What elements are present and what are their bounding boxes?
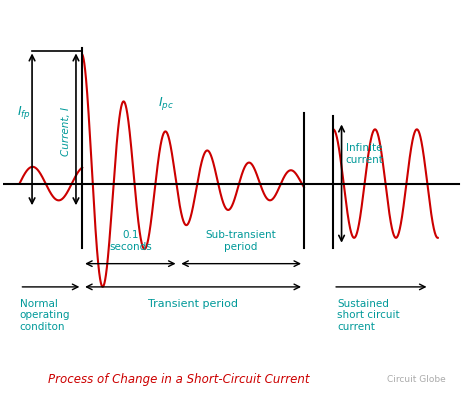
Text: Sustained
short circuit
current: Sustained short circuit current [337, 299, 400, 332]
Text: $I_{fp}$: $I_{fp}$ [17, 104, 31, 121]
Text: Sub-transient
period: Sub-transient period [206, 230, 276, 252]
Text: Transient period: Transient period [148, 299, 238, 309]
Text: Infinite
current: Infinite current [346, 143, 383, 165]
Text: 0.1
seconds: 0.1 seconds [109, 230, 152, 252]
Text: Normal
operating
conditon: Normal operating conditon [19, 299, 70, 332]
Text: Process of Change in a Short-Circuit Current: Process of Change in a Short-Circuit Cur… [48, 373, 309, 386]
Text: Current, I: Current, I [61, 107, 71, 156]
Text: $I_{pc}$: $I_{pc}$ [157, 95, 173, 112]
Text: Circuit Globe: Circuit Globe [387, 375, 446, 384]
